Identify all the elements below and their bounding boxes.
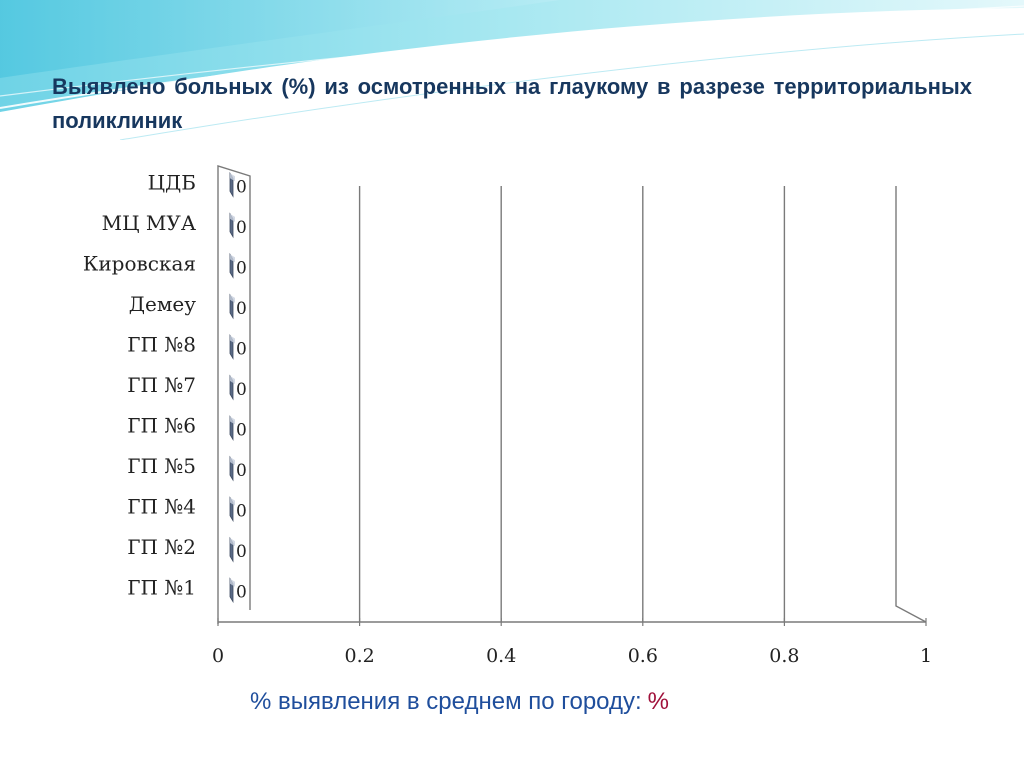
bar-highlight: [230, 416, 235, 425]
footer-note: % выявления в среднем по городу:%: [250, 688, 669, 716]
bar-highlight: [230, 294, 235, 303]
category-axis: [217, 165, 251, 624]
x-tick-label: 1: [920, 645, 932, 667]
value-label: 0: [236, 299, 247, 319]
category-label: ГП №5: [127, 454, 196, 478]
chart: ГП №1 ГП №2 ГП №4 ГП №5 ГП №6 ГП №7 ГП №8 Демеу…: [83, 165, 932, 667]
value-label: 0: [236, 421, 247, 441]
bar-highlight: [230, 173, 235, 182]
bar-highlight: [230, 457, 235, 466]
value-label: 0: [236, 258, 247, 278]
x-tick-label: 0.4: [486, 645, 516, 667]
bars: [229, 171, 235, 604]
footer-text: % выявления в среднем по городу:: [250, 688, 642, 715]
value-label: 0: [236, 502, 247, 522]
category-label: ЦДБ: [148, 170, 196, 194]
category-labels: ГП №1 ГП №2 ГП №4 ГП №5 ГП №6 ГП №7 ГП №8 Демеу…: [83, 170, 196, 599]
bar-highlight: [230, 254, 235, 263]
value-label: 0: [236, 380, 247, 400]
category-label: ГП №7: [127, 373, 196, 397]
value-label: 0: [236, 218, 247, 238]
bar-highlight: [230, 376, 235, 384]
x-tick-labels: 0 0.2 0.4 0.6 0.8 1: [212, 645, 932, 667]
category-label: ГП №2: [127, 535, 196, 559]
value-label: 0: [236, 461, 247, 481]
category-label: ГП №1: [127, 576, 196, 600]
x-gridline: [895, 186, 927, 623]
category-label: ГП №6: [127, 414, 196, 438]
gridlines: [358, 186, 927, 623]
axes: [217, 165, 927, 626]
bar-highlight: [230, 213, 235, 222]
value-label: 0: [236, 177, 247, 197]
bar-highlight: [230, 538, 235, 547]
footer-value: %: [647, 688, 670, 715]
bar-highlight: [230, 335, 235, 344]
bar-highlight: [230, 578, 235, 587]
category-label: ГП №4: [127, 495, 196, 519]
value-labels: 0 0 0 0 0 0 0 0 0 0 0: [236, 177, 247, 602]
slide-title: Выявлено больных (%) из осмотренных на г…: [52, 74, 972, 133]
x-tick-label: 0.2: [344, 645, 374, 667]
x-tick-label: 0.6: [628, 645, 658, 667]
value-label: 0: [236, 339, 247, 359]
x-tick-label: 0: [212, 645, 224, 667]
header-wave-decoration: [0, 0, 1024, 140]
value-label: 0: [236, 542, 247, 562]
bar-highlight: [230, 497, 235, 506]
category-label: ГП №8: [127, 332, 196, 356]
category-label: Демеу: [129, 292, 196, 316]
category-label: Кировская: [83, 251, 196, 275]
value-label: 0: [236, 583, 247, 603]
category-label: МЦ МУА: [102, 211, 196, 235]
x-tick-label: 0.8: [769, 645, 799, 667]
